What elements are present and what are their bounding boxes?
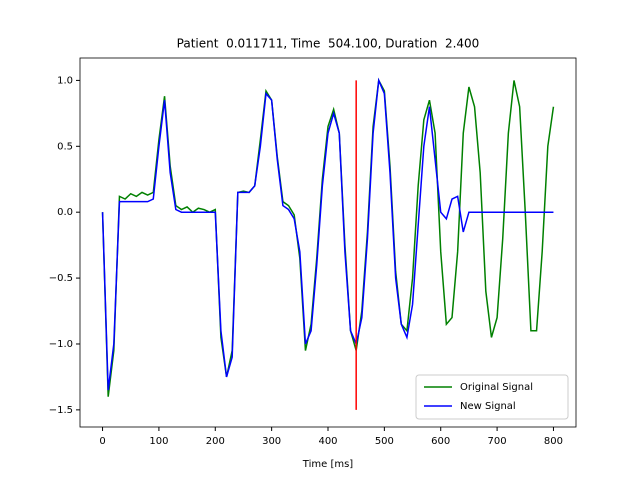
y-tick-label: 0.5: [57, 141, 73, 152]
legend-label: New Signal: [460, 401, 516, 412]
x-tick-label: 700: [488, 436, 507, 447]
y-tick-label: 0.0: [57, 207, 73, 218]
x-tick-label: 300: [262, 436, 281, 447]
y-tick-label: −0.5: [49, 273, 73, 284]
x-axis-label: Time [ms]: [302, 459, 354, 470]
x-tick-label: 800: [544, 436, 563, 447]
y-tick-label: −1.0: [49, 339, 73, 350]
x-tick-label: 400: [318, 436, 337, 447]
y-tick-label: −1.5: [49, 405, 73, 416]
series-line: [101, 77, 555, 397]
x-tick-label: 600: [431, 436, 450, 447]
x-tick-label: 0: [99, 436, 105, 447]
x-tick-label: 100: [149, 436, 168, 447]
plot-area: [80, 58, 576, 427]
axes-frame: [79, 57, 577, 428]
chart-title: Patient 0.011711, Time 504.100, Duration…: [177, 37, 480, 51]
series-line: [101, 77, 554, 391]
x-tick-label: 200: [206, 436, 225, 447]
legend-box: [415, 374, 569, 420]
legend-label: Original Signal: [460, 382, 533, 393]
y-tick-label: 1.0: [57, 75, 73, 86]
x-tick-label: 500: [375, 436, 394, 447]
